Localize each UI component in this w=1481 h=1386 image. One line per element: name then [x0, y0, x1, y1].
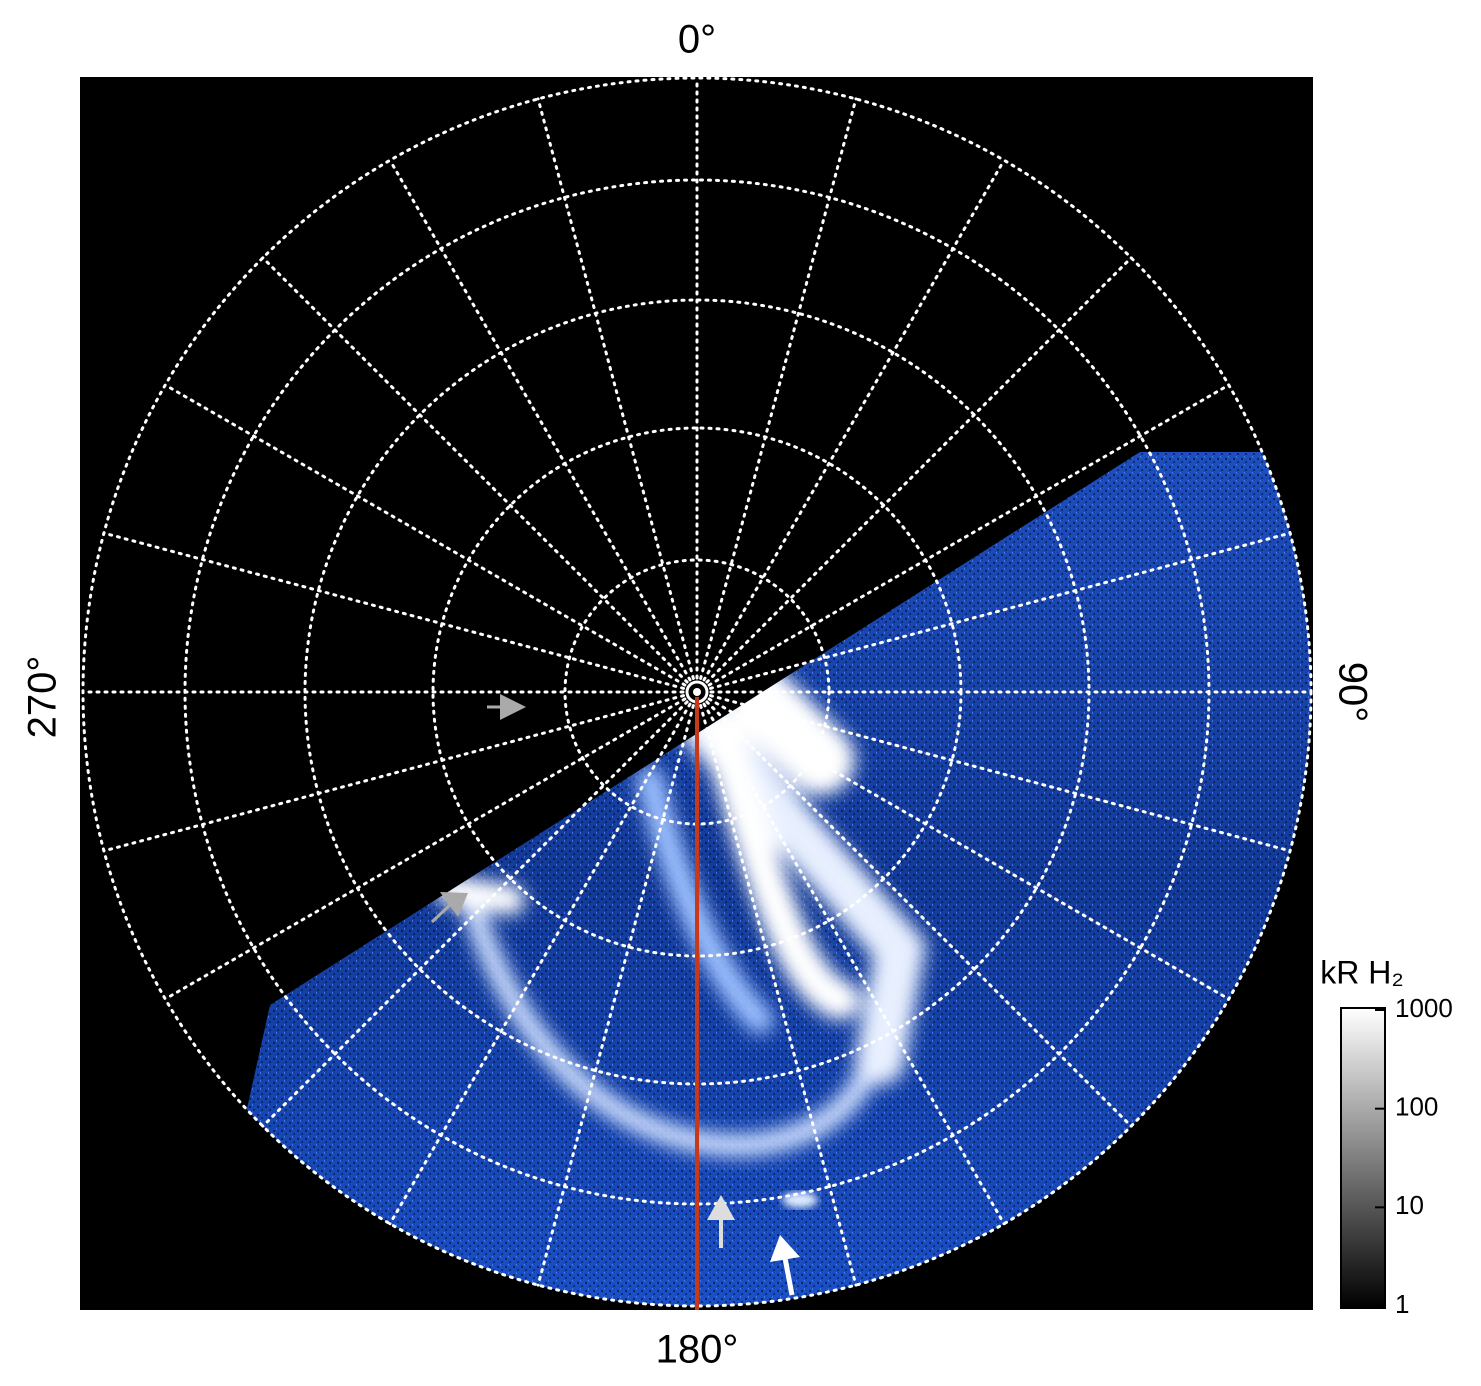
pole-marker [693, 688, 701, 696]
colorbar [1340, 1007, 1386, 1309]
arrows [430, 694, 800, 1296]
colorbar-label: kR H₂ [1320, 954, 1404, 990]
colorbar-tick-label: 10 [1395, 1190, 1424, 1220]
longitude-label: 270° [21, 656, 65, 739]
colorbar-tick-label: 1000 [1395, 993, 1453, 1023]
longitude-label: 180° [656, 1328, 739, 1372]
latitude-circle [81, 76, 1313, 1308]
colorbar-tick-label: 1 [1395, 1289, 1409, 1319]
colorbar-ticks: 1 10 100 1000 [1375, 993, 1453, 1319]
colorbar-tick-label: 100 [1395, 1092, 1438, 1122]
longitude-label: 90° [1330, 662, 1374, 723]
longitude-label: 0° [678, 18, 716, 62]
